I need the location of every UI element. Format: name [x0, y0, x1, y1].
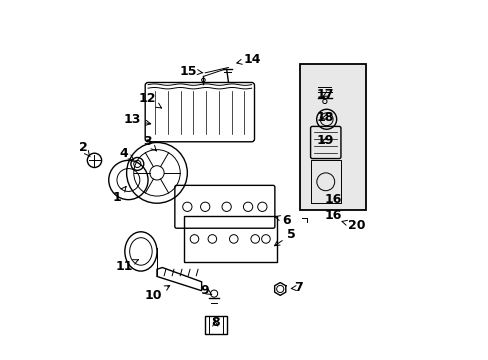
Text: 15: 15	[180, 64, 203, 77]
Text: 20: 20	[341, 219, 365, 232]
Text: 14: 14	[236, 53, 261, 66]
Text: 19: 19	[316, 134, 334, 147]
Text: 16: 16	[324, 193, 341, 206]
Bar	[183, 216, 276, 262]
Text: 3: 3	[142, 135, 156, 151]
Text: 8: 8	[210, 316, 219, 329]
Text: 4: 4	[120, 147, 134, 160]
Polygon shape	[274, 283, 285, 296]
Text: 17: 17	[316, 89, 334, 102]
Text: 13: 13	[123, 113, 150, 126]
Text: 1: 1	[112, 186, 126, 204]
Text: 7: 7	[291, 282, 303, 294]
Text: 12: 12	[138, 92, 161, 108]
Bar	[205, 316, 226, 334]
Text: 10: 10	[144, 285, 169, 302]
Bar	[299, 64, 365, 210]
Text: 6: 6	[274, 213, 291, 226]
Text: 18: 18	[316, 111, 334, 124]
Text: 9: 9	[200, 284, 211, 297]
Text: 16: 16	[324, 209, 341, 222]
Text: 5: 5	[274, 228, 296, 246]
Text: 11: 11	[115, 260, 138, 273]
Text: 2: 2	[79, 141, 90, 157]
